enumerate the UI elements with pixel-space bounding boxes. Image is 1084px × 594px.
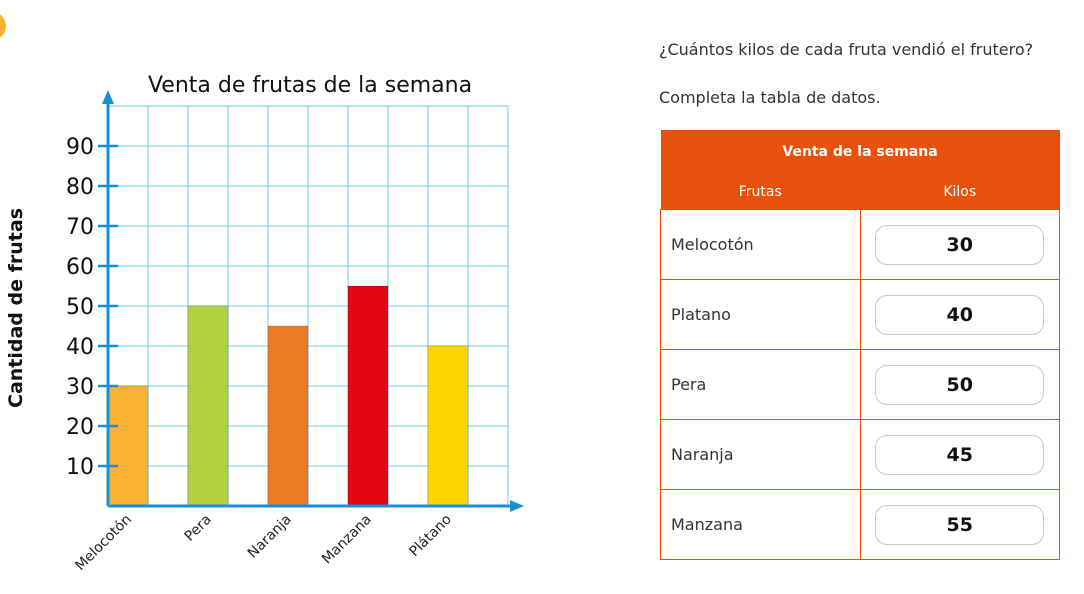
column-header-kilos: Kilos <box>860 174 1060 210</box>
x-tick-label: Plátano <box>406 512 454 560</box>
kilos-input[interactable]: 30 <box>875 224 1045 265</box>
x-tick-label: Naranja <box>245 512 295 562</box>
y-tick-label: 40 <box>66 335 94 360</box>
y-tick-label: 50 <box>66 295 94 320</box>
x-tick-label: Manzana <box>319 512 375 568</box>
bar-3 <box>347 285 389 507</box>
y-tick-label: 70 <box>66 215 94 240</box>
kilos-input[interactable]: 45 <box>875 434 1045 475</box>
bar-1 <box>187 305 229 507</box>
fruit-name: Manzana <box>660 489 861 560</box>
bar-0 <box>107 385 149 507</box>
table-title: Venta de la semana <box>660 130 1060 174</box>
y-tick-label: 20 <box>66 415 94 440</box>
chart-labels: 10 20 30 40 50 60 70 80 90 Melocotón Pera Naranja Ma… <box>5 73 472 574</box>
bar-2 <box>267 325 309 507</box>
fruit-name: Melocotón <box>660 209 861 280</box>
table-row: Melocotón 30 <box>660 209 1060 280</box>
table-row: Platano 40 <box>660 279 1060 350</box>
y-axis-arrow <box>102 90 114 104</box>
chart-bars <box>107 285 469 507</box>
y-tick-label: 80 <box>66 175 94 200</box>
fruit-name: Platano <box>660 279 861 350</box>
y-tick-label: 90 <box>66 135 94 160</box>
table-row: Naranja 45 <box>660 419 1060 490</box>
fruit-name: Pera <box>660 349 861 420</box>
x-axis-arrow <box>510 500 524 512</box>
kilos-input[interactable]: 55 <box>875 504 1045 545</box>
bar-4 <box>427 345 469 507</box>
chart-axes <box>98 90 524 512</box>
data-table: Venta de la semana Frutas Kilos Melocotó… <box>660 130 1060 560</box>
column-header-fruits: Frutas <box>660 174 860 210</box>
kilos-input[interactable]: 40 <box>875 294 1045 335</box>
y-tick-label: 60 <box>66 255 94 280</box>
y-tick-label: 30 <box>66 375 94 400</box>
y-tick-label: 10 <box>66 455 94 480</box>
kilos-input[interactable]: 50 <box>875 364 1045 405</box>
table-row: Pera 50 <box>660 349 1060 420</box>
bar-chart: 10 20 30 40 50 60 70 80 90 Melocotón Pera Naranja Ma… <box>5 73 524 574</box>
fruit-name: Naranja <box>660 419 861 490</box>
instruction-text: Completa la tabla de datos. <box>659 88 881 107</box>
x-tick-label: Pera <box>182 512 215 545</box>
y-axis-label: Cantidad de frutas <box>5 208 27 408</box>
question-text: ¿Cuántos kilos de cada fruta vendió el f… <box>659 40 1034 59</box>
x-tick-label: Melocotón <box>72 512 134 574</box>
table-row: Manzana 55 <box>660 489 1060 560</box>
decorative-circle <box>0 12 6 40</box>
chart-title: Venta de frutas de la semana <box>148 73 472 98</box>
